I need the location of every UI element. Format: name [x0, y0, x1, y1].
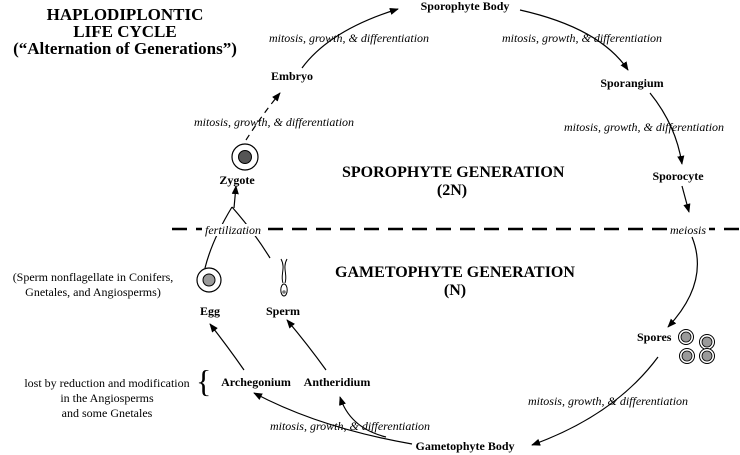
gametophyte-body-label: Gametophyte Body — [415, 439, 515, 453]
lost-by-reduction-note: lost by reduction and modification in th… — [12, 376, 202, 421]
arrow-sporophyte-to-sporangium — [519, 9, 629, 71]
egg-cell-icon — [196, 267, 222, 293]
sporophyte-generation-label: SPOROPHYTE GENERATION (2N) — [342, 164, 565, 199]
process-label-gametophyte-to-gametangia: mitosis, growth, & differentiation — [269, 419, 431, 433]
process-label-zygote-to-embryo: mitosis, growth, & differentiation — [193, 115, 355, 129]
gametophyte-generation-name: GAMETOPHYTE GENERATION — [335, 264, 575, 281]
spores-icon — [678, 329, 715, 364]
meiosis-label: meiosis — [667, 224, 709, 236]
sporangium-label: Sporangium — [600, 76, 664, 90]
sporophyte-body-label: Sporophyte Body — [420, 0, 510, 13]
diagram-title: HAPLODIPLONTIC LIFE CYCLE (“Alternation … — [0, 6, 250, 57]
sperm-cell-icon — [280, 258, 288, 297]
title-line-2: LIFE CYCLE — [73, 22, 177, 41]
arrow-antheridium-to-sperm — [286, 319, 327, 371]
embryo-label: Embryo — [271, 69, 313, 83]
title-line-3: (“Alternation of Generations”) — [13, 39, 237, 58]
process-label-spores-to-gametophyte: mitosis, growth, & differentiation — [527, 394, 689, 408]
process-label-sporangium-to-sporocyte: mitosis, growth, & differentiation — [563, 120, 725, 134]
arrow-zygote-to-embryo — [245, 92, 281, 141]
arrow-meiosis-to-spores — [667, 236, 698, 328]
arrow-embryo-to-sporophyte — [301, 7, 399, 69]
arrow-gametophyte-to-antheridium — [339, 396, 387, 438]
sporocyte-label: Sporocyte — [652, 169, 704, 183]
lost-note-line-3: and some Gnetales — [61, 406, 153, 420]
gametophyte-ploidy: (N) — [443, 282, 467, 299]
note-brace: { — [196, 363, 212, 399]
gametophyte-generation-label: GAMETOPHYTE GENERATION (N) — [332, 265, 578, 299]
zygote-cell-icon — [231, 143, 259, 171]
title-line-1: HAPLODIPLONTIC — [46, 5, 204, 24]
sporophyte-ploidy: (2N) — [436, 182, 468, 199]
lost-note-line-1: lost by reduction and modification — [24, 376, 190, 390]
arrow-spores-to-gametophyte — [531, 356, 659, 446]
egg-label: Egg — [199, 304, 221, 318]
arrow-fertilization-to-zygote — [231, 185, 239, 209]
arrow-sporocyte-down — [681, 185, 691, 213]
fertilization-label: fertilization — [201, 224, 265, 236]
arrow-archegonium-to-egg — [209, 323, 245, 371]
arrow-egg-to-zygote — [204, 206, 233, 269]
antheridium-label: Antheridium — [303, 375, 371, 389]
sperm-note-line-1: (Sperm nonflagellate in Conifers, — [12, 270, 174, 284]
archegonium-label: Archegonium — [221, 375, 291, 389]
process-label-embryo-to-sporophyte: mitosis, growth, & differentiation — [268, 31, 430, 45]
lost-note-line-2: in the Angiosperms — [60, 391, 154, 405]
zygote-label: Zygote — [219, 173, 255, 187]
arrow-sporangium-to-sporocyte — [649, 92, 685, 165]
process-label-sporophyte-to-sporangium: mitosis, growth, & differentiation — [501, 31, 663, 45]
arrow-gametophyte-to-archegonium — [253, 392, 413, 445]
sperm-note-line-2: Gnetales, and Angiosperms) — [25, 285, 161, 299]
sperm-note: (Sperm nonflagellate in Conifers, Gnetal… — [3, 270, 183, 300]
sperm-label: Sperm — [266, 304, 300, 318]
spores-label: Spores — [637, 330, 672, 344]
sporophyte-generation-name: SPOROPHYTE GENERATION — [342, 164, 565, 181]
